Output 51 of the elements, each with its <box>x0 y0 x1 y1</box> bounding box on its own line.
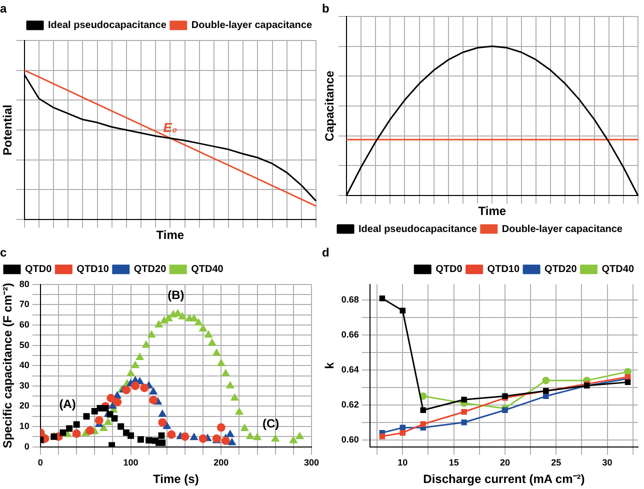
y-tick-label: 0.68 <box>341 294 359 305</box>
legend-label: Ideal pseudocapacitance <box>48 20 167 32</box>
chart-title: d <box>322 246 330 260</box>
x-axis-title: Time <box>156 228 184 242</box>
y-tick-label: 60 <box>19 319 30 330</box>
legend-label: QTD10 <box>76 264 110 276</box>
x-tick-label: 20 <box>500 458 510 468</box>
x-tick-label: 300 <box>304 458 320 468</box>
y-tick-label: 40 <box>19 360 30 370</box>
legend-label: QTD20 <box>544 264 578 276</box>
y-tick-label: 30 <box>19 380 30 390</box>
x-tick-label: 30 <box>602 458 612 468</box>
x-tick-label: 15 <box>448 458 459 468</box>
annotation: (A) <box>59 396 76 411</box>
y-tick-label: 0.60 <box>341 434 359 444</box>
x-tick-label: 0 <box>38 458 43 468</box>
x-tick-label: 10 <box>398 458 408 468</box>
annotation: (B) <box>168 288 184 302</box>
annotation: (C) <box>262 416 280 430</box>
legend-label: QTD0 <box>436 264 463 276</box>
legend-label: QTD10 <box>487 264 520 276</box>
annotation: E₀ <box>163 120 178 135</box>
legend-label: QTD0 <box>25 264 52 276</box>
y-tick-label: 70 <box>19 299 30 310</box>
y-axis-title: k <box>322 362 337 369</box>
x-axis-title: Time (s) <box>153 472 199 486</box>
y-axis-title: Specific capacitance (F cm⁻²) <box>0 282 15 448</box>
y-tick-label: 0.62 <box>341 399 359 410</box>
y-tick-label: 0.64 <box>341 364 359 374</box>
x-tick-label: 100 <box>123 458 138 468</box>
x-tick-label: 200 <box>214 458 229 468</box>
legend-label: QTD20 <box>134 264 167 276</box>
y-tick-label: 50 <box>19 340 30 350</box>
y-tick-label: 0 <box>24 441 30 452</box>
y-axis-title: Potential <box>0 104 15 156</box>
legend-label: Double-layer capacitance <box>502 224 623 235</box>
x-axis-title: Time <box>478 204 506 218</box>
legend-label: QTD40 <box>191 264 224 276</box>
y-axis-title: Capacitance <box>322 70 337 142</box>
chart-title: c <box>0 246 7 260</box>
legend-label: Double-layer capacitance <box>191 20 312 32</box>
x-axis-title: Discharge current (mA cm⁻²) <box>423 472 585 486</box>
legend-label: Ideal pseudocapacitance <box>358 224 478 235</box>
chart-title: a <box>0 2 7 16</box>
y-tick-label: 0.66 <box>341 330 359 340</box>
y-tick-label: 10 <box>19 420 30 431</box>
legend-label: QTD40 <box>602 264 634 276</box>
y-tick-label: 80 <box>19 278 30 289</box>
x-tick-label: 25 <box>551 458 562 468</box>
chart-title: b <box>322 2 330 16</box>
y-tick-label: 20 <box>19 400 30 411</box>
